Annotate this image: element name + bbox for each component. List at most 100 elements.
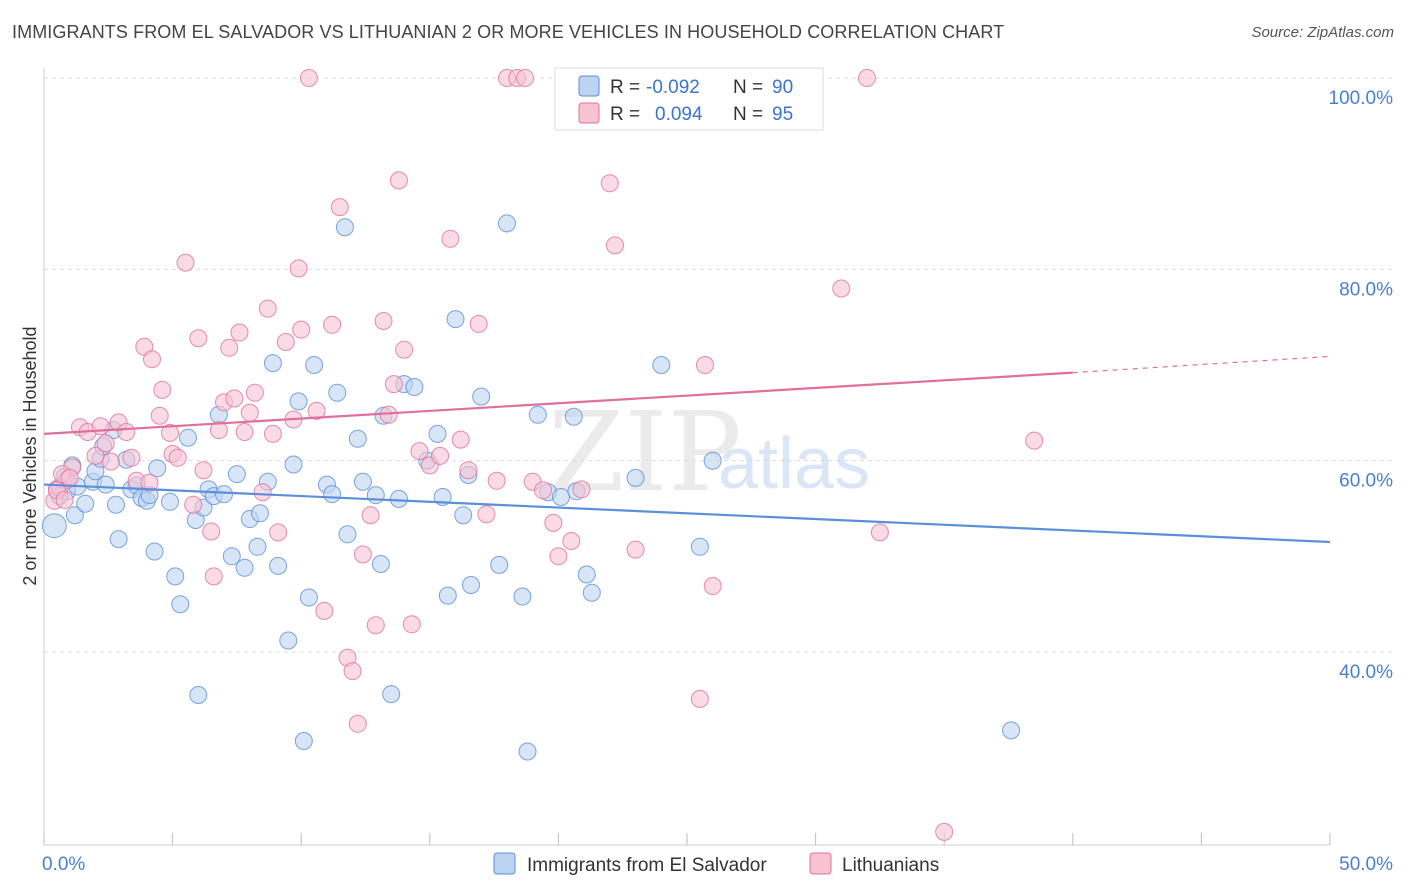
data-point-lithuanian — [935, 822, 954, 841]
bottom-legend-label-blue: Immigrants from El Salvador — [527, 855, 767, 876]
data-point-lithuanian — [459, 461, 478, 480]
data-point-lithuanian — [690, 689, 709, 708]
data-point-lithuanian — [402, 615, 421, 634]
data-point-lithuanian — [235, 423, 254, 441]
data-point-lithuanian — [117, 423, 136, 441]
data-point-el-salvador — [148, 459, 167, 478]
data-point-el-salvador — [215, 485, 233, 504]
data-point-el-salvador — [107, 495, 125, 514]
data-point-el-salvador — [513, 587, 532, 606]
bottom-legend-swatch-blue — [493, 852, 516, 875]
data-point-lithuanian — [516, 69, 534, 87]
data-point-lithuanian — [122, 448, 141, 467]
data-point-el-salvador — [528, 405, 547, 424]
data-point-el-salvador — [353, 472, 372, 491]
bottom-legend-label-pink: Lithuanians — [842, 855, 939, 876]
data-point-lithuanian — [366, 616, 385, 635]
y-tick-label: 100.0% — [1329, 88, 1394, 109]
data-point-el-salvador — [366, 486, 385, 505]
legend-swatch-blue — [578, 75, 600, 97]
trend-lines — [43, 355, 1331, 544]
series-lithuanians — [45, 69, 1044, 841]
data-point-el-salvador — [65, 506, 84, 525]
data-point-el-salvador — [577, 565, 596, 584]
data-point-el-salvador — [690, 537, 709, 556]
data-point-lithuanian — [276, 333, 295, 351]
data-point-lithuanian — [703, 577, 722, 595]
data-point-el-salvador — [552, 488, 570, 506]
data-point-lithuanian — [832, 279, 851, 298]
data-point-el-salvador — [251, 504, 269, 523]
watermark-atlas: atlas — [718, 424, 870, 504]
data-point-el-salvador — [438, 586, 457, 605]
data-point-el-salvador — [472, 387, 491, 406]
data-point-el-salvador — [335, 218, 354, 237]
data-point-el-salvador — [338, 525, 357, 544]
data-point-lithuanian — [343, 662, 362, 681]
trend-line-lithuanians-extension — [1072, 355, 1331, 374]
data-point-lithuanian — [161, 423, 179, 442]
data-point-lithuanian — [86, 446, 105, 465]
data-point-el-salvador — [462, 576, 480, 594]
data-point-el-salvador — [269, 556, 288, 575]
x-ticks — [43, 833, 1331, 845]
data-point-lithuanian — [431, 446, 450, 465]
data-point-el-salvador — [371, 555, 390, 573]
data-point-lithuanian — [168, 448, 187, 467]
data-point-el-salvador — [518, 742, 537, 761]
data-point-lithuanian — [220, 338, 239, 357]
legend-n-value-pink: 95 — [772, 104, 793, 125]
legend-r-label-pink: R = — [610, 104, 640, 125]
data-point-lithuanian — [562, 532, 581, 550]
data-point-el-salvador — [703, 451, 722, 470]
data-point-lithuanian — [263, 424, 282, 443]
legend-box — [554, 67, 824, 131]
data-point-lithuanian — [870, 523, 889, 542]
data-point-lithuanian — [410, 442, 429, 461]
data-point-el-salvador — [626, 468, 645, 487]
data-point-el-salvador — [305, 356, 324, 374]
data-point-lithuanian — [258, 299, 277, 318]
data-point-el-salvador — [428, 424, 447, 443]
data-point-el-salvador — [189, 686, 208, 704]
data-point-lithuanian — [477, 505, 496, 524]
data-point-lithuanian — [374, 312, 393, 330]
trend-line-el-salvador — [43, 483, 1331, 544]
data-point-lithuanian — [315, 601, 334, 620]
data-point-lithuanian — [292, 320, 311, 339]
legend-n-label-pink: N = — [733, 104, 763, 125]
data-point-lithuanian — [384, 375, 403, 394]
data-point-el-salvador — [454, 506, 473, 525]
data-point-el-salvador — [582, 583, 601, 602]
y-tick-label: 80.0% — [1339, 279, 1393, 300]
data-point-el-salvador — [294, 732, 313, 750]
y-axis-label: 2 or more Vehicles in Household — [20, 326, 40, 585]
data-point-lithuanian — [150, 406, 169, 425]
x-tick-label-max: 50.0% — [1339, 854, 1393, 875]
data-point-lithuanian — [209, 421, 228, 440]
data-point-lithuanian — [572, 480, 591, 499]
data-point-el-salvador — [328, 383, 347, 402]
legend-swatch-pink — [578, 102, 600, 124]
data-point-lithuanian — [600, 174, 619, 193]
data-point-lithuanian — [323, 315, 342, 334]
data-point-lithuanian — [101, 452, 120, 471]
source-credit: Source: ZipAtlas.com — [1251, 24, 1394, 41]
data-point-el-salvador — [76, 494, 95, 513]
data-point-lithuanian — [225, 389, 244, 408]
data-point-lithuanian — [140, 473, 159, 492]
data-point-lithuanian — [240, 403, 259, 422]
data-point-lithuanian — [204, 567, 223, 586]
data-point-lithuanian — [858, 69, 876, 87]
data-point-lithuanian — [696, 356, 714, 374]
legend-r-label-blue: R = — [610, 77, 640, 98]
data-point-lithuanian — [189, 329, 208, 348]
data-point-el-salvador — [323, 485, 342, 504]
data-point-lithuanian — [606, 236, 624, 255]
data-point-lithuanian — [299, 69, 318, 87]
data-point-el-salvador — [235, 558, 254, 577]
data-point-lithuanian — [451, 430, 470, 449]
data-point-el-salvador — [96, 475, 115, 494]
data-point-lithuanian — [202, 522, 221, 541]
